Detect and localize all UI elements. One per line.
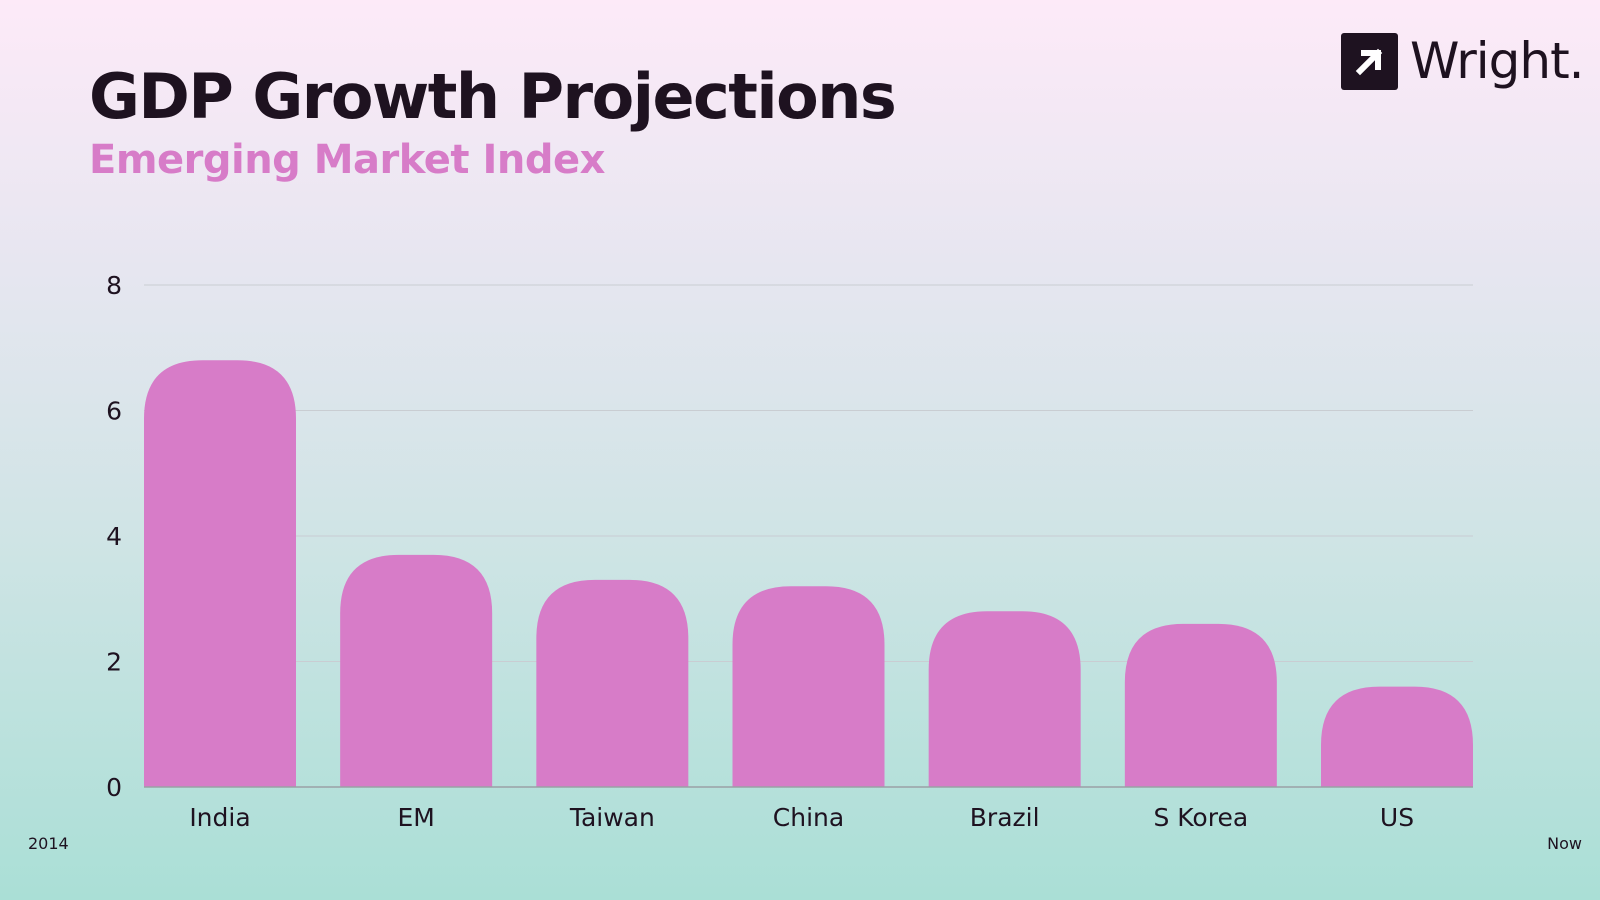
arrow-up-right-icon: [1341, 32, 1398, 90]
x-tick-label: S Korea: [1153, 803, 1248, 832]
y-tick-label: 2: [106, 648, 122, 677]
chart-subtitle: Emerging Market Index: [89, 137, 605, 183]
footer-start-label: 2014: [28, 834, 69, 853]
x-tick-label: US: [1380, 803, 1414, 832]
y-tick-label: 8: [106, 271, 122, 300]
y-tick-label: 6: [106, 397, 122, 426]
y-tick-label: 4: [106, 522, 122, 551]
bar-us: [1321, 686, 1473, 787]
bar-china: [732, 586, 885, 787]
bar-em: [340, 554, 493, 787]
bar-taiwan: [536, 579, 689, 787]
x-tick-label: India: [189, 803, 250, 832]
y-tick-label: 0: [106, 773, 122, 802]
bar-brazil: [928, 611, 1081, 787]
x-tick-label: EM: [397, 803, 434, 832]
chart-title: GDP Growth Projections: [89, 60, 897, 133]
bar-s-korea: [1124, 623, 1277, 787]
footer-end-label: Now: [1547, 834, 1582, 853]
brand-name: Wright.: [1410, 32, 1585, 90]
x-tick-label: Brazil: [970, 803, 1040, 832]
x-tick-label: Taiwan: [569, 803, 655, 832]
brand-logo: Wright.: [1341, 32, 1585, 90]
x-tick-label: China: [773, 803, 844, 832]
bar-india: [144, 360, 296, 787]
